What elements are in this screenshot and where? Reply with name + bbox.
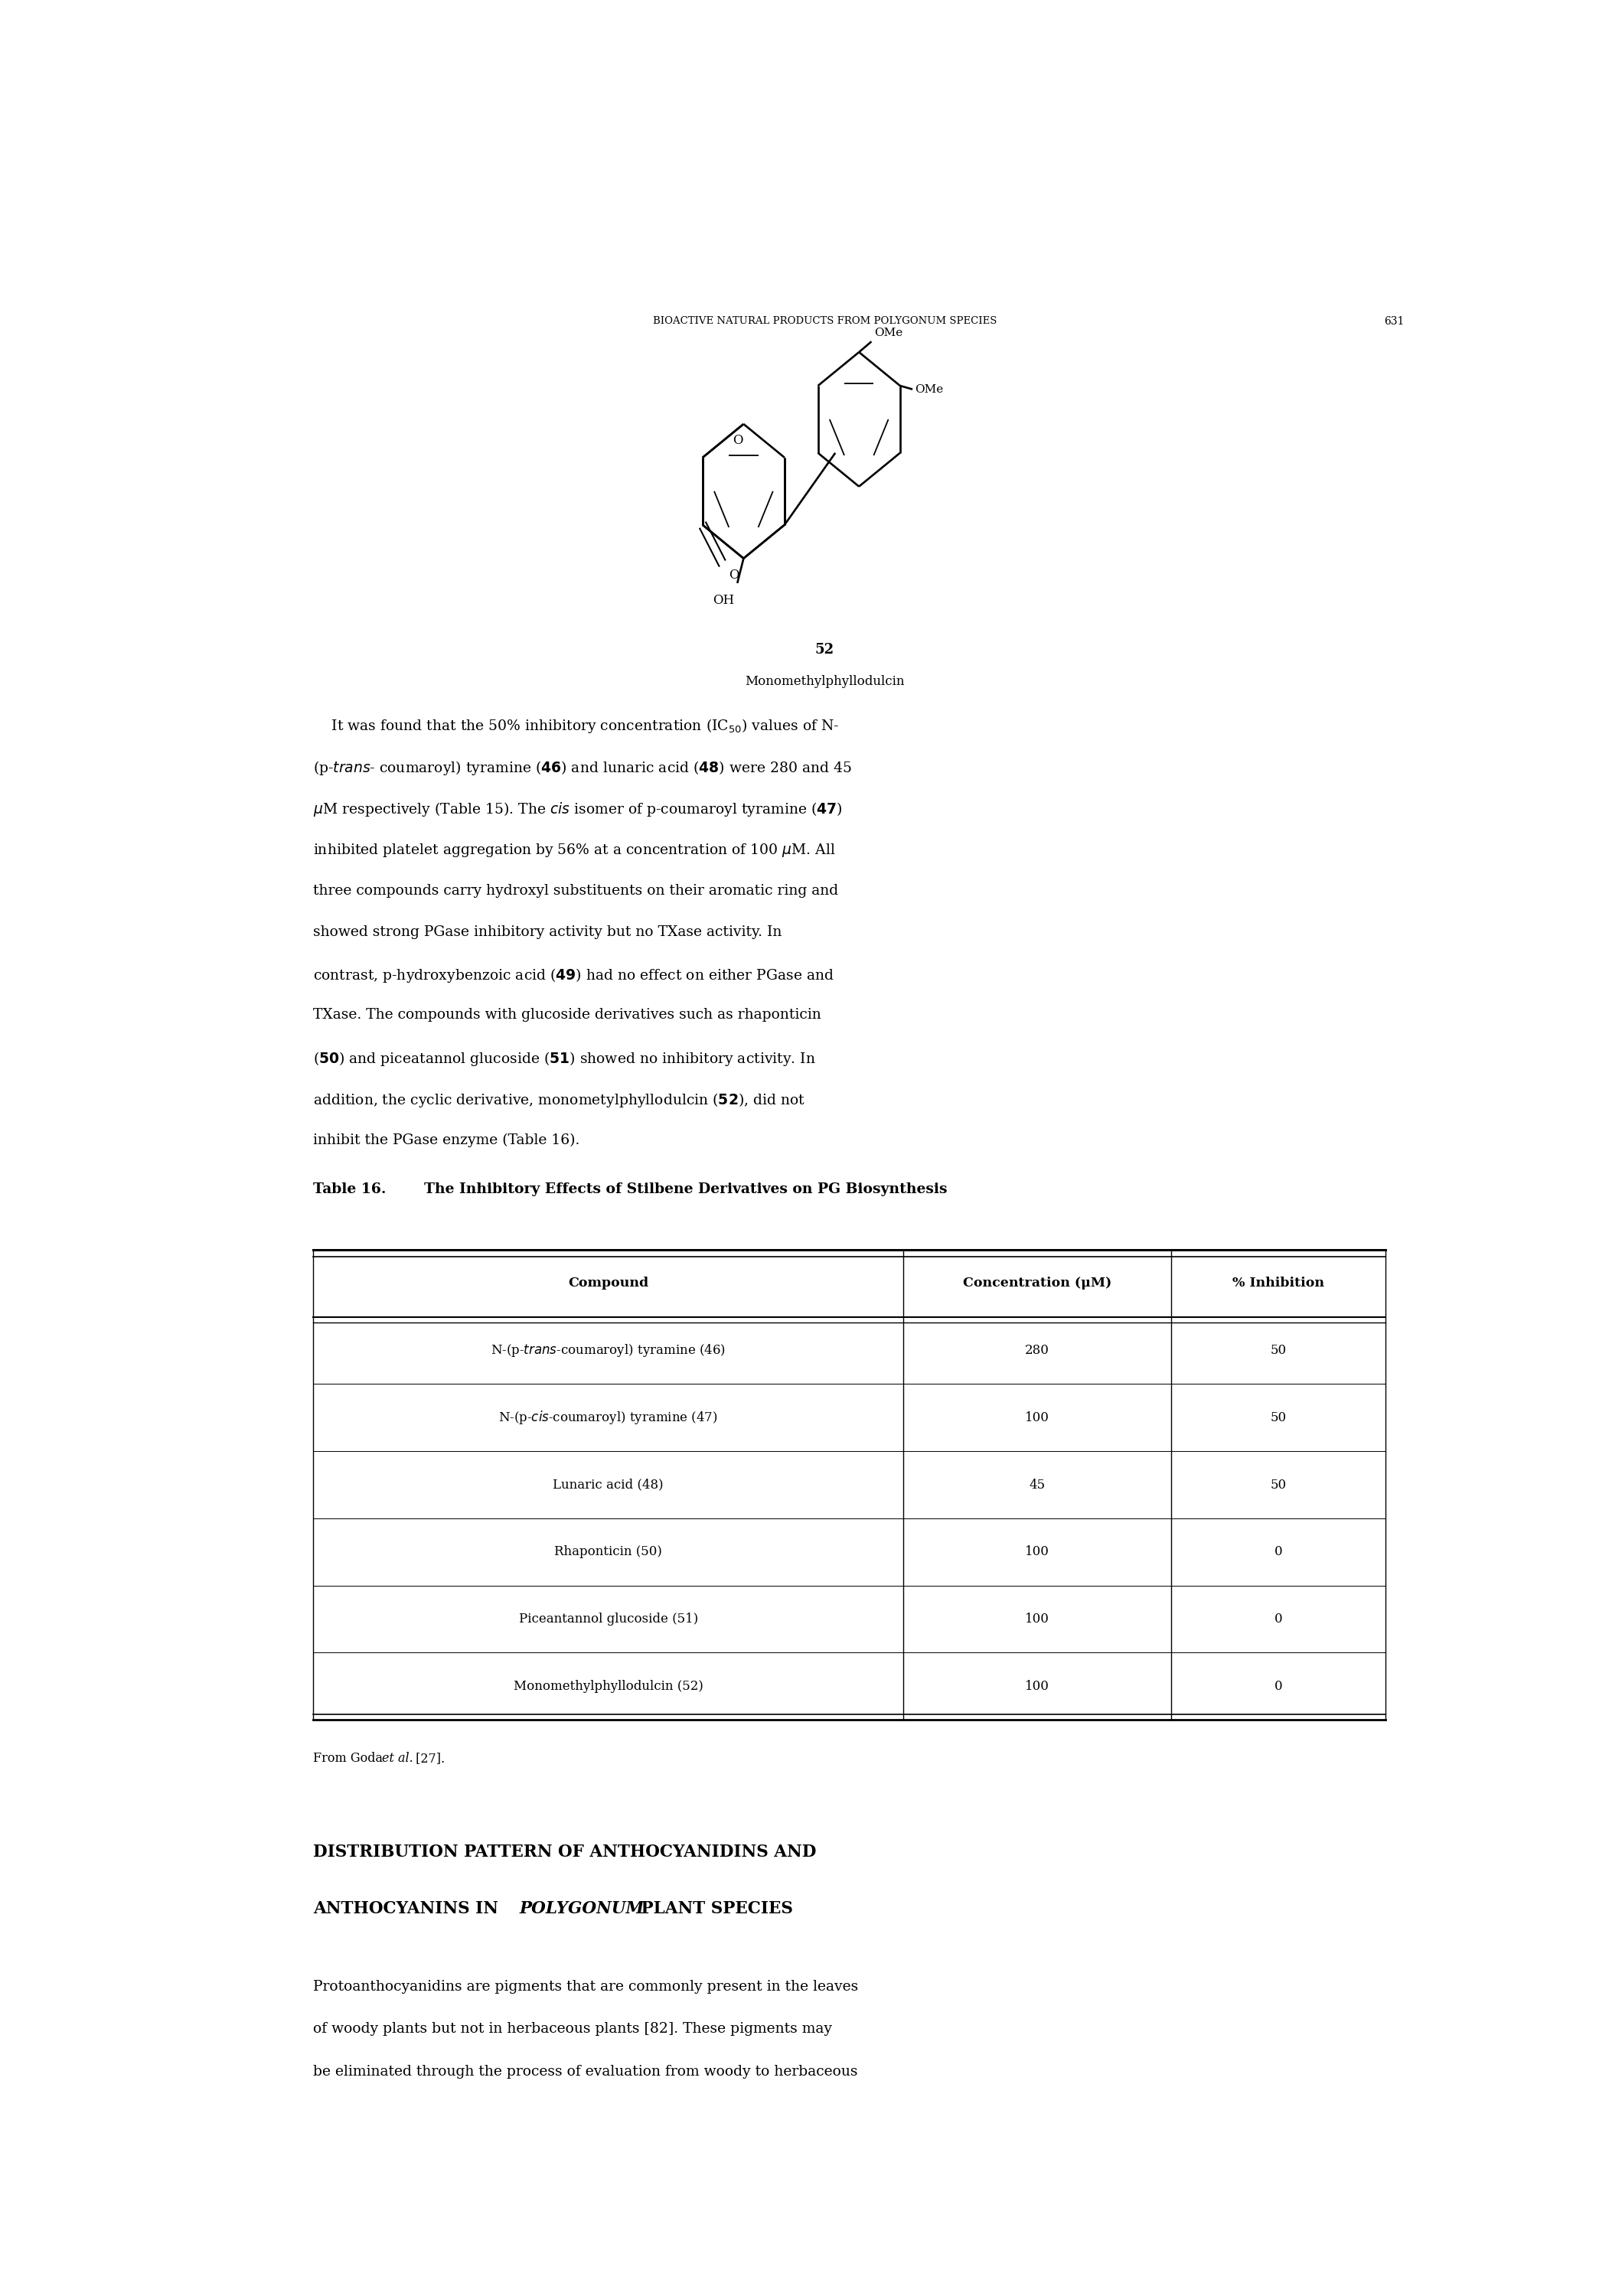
Text: 0: 0 — [1274, 1612, 1282, 1626]
Text: Monomethylphyllodulcin (52): Monomethylphyllodulcin (52) — [513, 1681, 703, 1692]
Text: $\mu$M respectively (Table 15). The $\mathit{cis}$ isomer of p-coumaroyl tyramin: $\mu$M respectively (Table 15). The $\ma… — [314, 801, 843, 817]
Text: inhibit the PGase enzyme (Table 16).: inhibit the PGase enzyme (Table 16). — [314, 1132, 579, 1148]
Text: % Inhibition: % Inhibition — [1232, 1277, 1324, 1290]
Text: 100: 100 — [1025, 1545, 1049, 1559]
Text: addition, the cyclic derivative, monometylphyllodulcin ($\mathbf{52}$), did not: addition, the cyclic derivative, monomet… — [314, 1091, 806, 1109]
Text: 0: 0 — [1274, 1681, 1282, 1692]
Text: BIOACTIVE NATURAL PRODUCTS FROM POLYGONUM SPECIES: BIOACTIVE NATURAL PRODUCTS FROM POLYGONU… — [653, 317, 996, 326]
Text: POLYGONUM: POLYGONUM — [520, 1901, 644, 1917]
Text: O: O — [729, 569, 739, 581]
Text: 100: 100 — [1025, 1412, 1049, 1424]
Text: showed strong PGase inhibitory activity but no TXase activity. In: showed strong PGase inhibitory activity … — [314, 925, 782, 939]
Text: Lunaric acid (48): Lunaric acid (48) — [553, 1479, 663, 1492]
Text: be eliminated through the process of evaluation from woody to herbaceous: be eliminated through the process of eva… — [314, 2064, 858, 2078]
Text: 631: 631 — [1384, 317, 1405, 326]
Text: TXase. The compounds with glucoside derivatives such as rhaponticin: TXase. The compounds with glucoside deri… — [314, 1008, 822, 1022]
Text: inhibited platelet aggregation by 56% at a concentration of 100 $\mu$M. All: inhibited platelet aggregation by 56% at… — [314, 843, 835, 859]
Text: ($\mathbf{50}$) and piceatannol glucoside ($\mathbf{51}$) showed no inhibitory a: ($\mathbf{50}$) and piceatannol glucosid… — [314, 1049, 816, 1068]
Text: Monomethylphyllodulcin: Monomethylphyllodulcin — [745, 675, 904, 689]
Text: 100: 100 — [1025, 1612, 1049, 1626]
Text: It was found that the 50% inhibitory concentration (IC$_{50}$) values of N-: It was found that the 50% inhibitory con… — [314, 716, 840, 735]
Text: (p-$\mathit{trans}$- coumaroyl) tyramine ($\mathbf{46}$) and lunaric acid ($\mat: (p-$\mathit{trans}$- coumaroyl) tyramine… — [314, 760, 853, 776]
Text: 100: 100 — [1025, 1681, 1049, 1692]
Text: of woody plants but not in herbaceous plants [82]. These pigments may: of woody plants but not in herbaceous pl… — [314, 2023, 832, 2037]
Text: 50: 50 — [1271, 1412, 1287, 1424]
Text: O: O — [734, 434, 743, 448]
Text: OMe: OMe — [916, 383, 943, 395]
Text: Concentration (μM): Concentration (μM) — [962, 1277, 1112, 1290]
Text: 280: 280 — [1025, 1343, 1049, 1357]
Text: Table 16.: Table 16. — [314, 1182, 386, 1196]
Text: 45: 45 — [1030, 1479, 1046, 1492]
Text: PLANT SPECIES: PLANT SPECIES — [636, 1901, 793, 1917]
Text: Piceantannol glucoside (51): Piceantannol glucoside (51) — [518, 1612, 698, 1626]
Text: 50: 50 — [1271, 1479, 1287, 1492]
Text: Protoanthocyanidins are pigments that are commonly present in the leaves: Protoanthocyanidins are pigments that ar… — [314, 1979, 859, 1993]
Text: ANTHOCYANINS IN: ANTHOCYANINS IN — [314, 1901, 504, 1917]
Text: et al.: et al. — [381, 1752, 414, 1766]
Text: OH: OH — [713, 595, 734, 606]
Text: Rhaponticin (50): Rhaponticin (50) — [555, 1545, 663, 1559]
Text: [27].: [27]. — [412, 1752, 444, 1766]
Text: 0: 0 — [1274, 1545, 1282, 1559]
Text: three compounds carry hydroxyl substituents on their aromatic ring and: three compounds carry hydroxyl substitue… — [314, 884, 838, 898]
Text: N-(p-$\mathit{trans}$-coumaroyl) tyramine (46): N-(p-$\mathit{trans}$-coumaroyl) tyramin… — [491, 1343, 726, 1359]
Text: 50: 50 — [1271, 1343, 1287, 1357]
Text: The Inhibitory Effects of Stilbene Derivatives on PG Biosynthesis: The Inhibitory Effects of Stilbene Deriv… — [404, 1182, 948, 1196]
Text: N-(p-$\mathit{cis}$-coumaroyl) tyramine (47): N-(p-$\mathit{cis}$-coumaroyl) tyramine … — [499, 1410, 718, 1426]
Text: contrast, p-hydroxybenzoic acid ($\mathbf{49}$) had no effect on either PGase an: contrast, p-hydroxybenzoic acid ($\mathb… — [314, 967, 835, 985]
Text: DISTRIBUTION PATTERN OF ANTHOCYANIDINS AND: DISTRIBUTION PATTERN OF ANTHOCYANIDINS A… — [314, 1844, 816, 1860]
Text: OMe: OMe — [874, 328, 903, 338]
Text: Compound: Compound — [568, 1277, 648, 1290]
Text: 52: 52 — [816, 643, 833, 657]
Text: From Goda: From Goda — [314, 1752, 386, 1766]
